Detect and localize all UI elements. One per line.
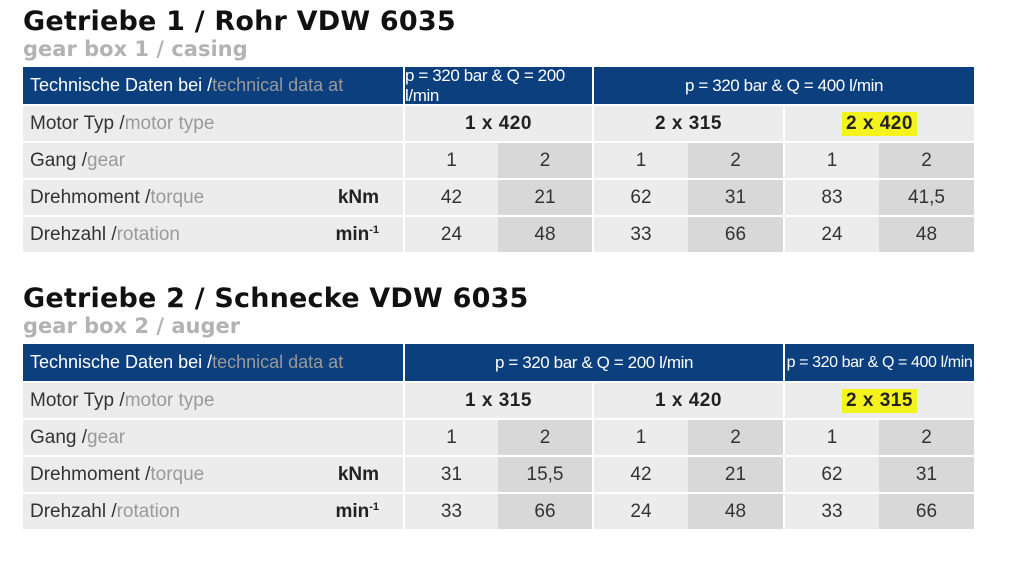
torque-unit: kNm bbox=[313, 457, 403, 492]
torque-value: 21 bbox=[688, 457, 783, 492]
torque-label: Drehmoment / torque bbox=[23, 457, 313, 492]
header-label: Technische Daten bei / technical data at bbox=[23, 344, 403, 381]
gear-value: 2 bbox=[879, 143, 974, 178]
rotation-value: 66 bbox=[879, 494, 974, 529]
rotation-value: 33 bbox=[405, 494, 498, 529]
torque-value: 42 bbox=[405, 180, 498, 215]
torque-value: 62 bbox=[594, 180, 688, 215]
rotation-label: Drehzahl / rotation bbox=[23, 217, 313, 252]
torque-value: 41,5 bbox=[879, 180, 974, 215]
spec-table: Technische Daten bei / technical data at… bbox=[23, 66, 974, 254]
rotation-unit: min -1 bbox=[313, 217, 403, 252]
torque-value: 31 bbox=[405, 457, 498, 492]
motor-type-label: Motor Typ / motor type bbox=[23, 106, 403, 141]
rotation-value: 24 bbox=[405, 217, 498, 252]
gear-value: 1 bbox=[405, 143, 498, 178]
torque-value: 15,5 bbox=[498, 457, 592, 492]
motor-type-value-highlighted: 2 x 315 bbox=[785, 383, 974, 418]
rotation-value: 48 bbox=[688, 494, 783, 529]
gear-label: Gang / gear bbox=[23, 420, 403, 455]
rotation-value: 48 bbox=[498, 217, 592, 252]
rotation-unit: min -1 bbox=[313, 494, 403, 529]
torque-value: 42 bbox=[594, 457, 688, 492]
rotation-value: 33 bbox=[785, 494, 879, 529]
rotation-value: 24 bbox=[785, 217, 879, 252]
header-label: Technische Daten bei / technical data at bbox=[23, 67, 403, 104]
gear-label: Gang / gear bbox=[23, 143, 403, 178]
section-title: Getriebe 2 / Schnecke VDW 6035 bbox=[23, 283, 529, 314]
condition-header-400: p = 320 bar & Q = 400 l/min bbox=[785, 344, 974, 381]
motor-type-value: 2 x 315 bbox=[594, 106, 783, 141]
spec-table: Technische Daten bei / technical data at… bbox=[23, 344, 974, 531]
section-subtitle: gear box 2 / auger bbox=[23, 314, 241, 338]
gear-value: 1 bbox=[594, 143, 688, 178]
gear-value: 2 bbox=[688, 420, 783, 455]
torque-value: 31 bbox=[879, 457, 974, 492]
section-subtitle: gear box 1 / casing bbox=[23, 37, 248, 61]
condition-header-200: p = 320 bar & Q = 200 l/min bbox=[405, 66, 592, 105]
gear-value: 2 bbox=[688, 143, 783, 178]
torque-value: 62 bbox=[785, 457, 879, 492]
torque-label: Drehmoment / torque bbox=[23, 180, 313, 215]
rotation-label: Drehzahl / rotation bbox=[23, 494, 313, 529]
gear-value: 2 bbox=[498, 143, 592, 178]
gear-value: 1 bbox=[594, 420, 688, 455]
rotation-value: 24 bbox=[594, 494, 688, 529]
rotation-value: 48 bbox=[879, 217, 974, 252]
gear-value: 1 bbox=[405, 420, 498, 455]
torque-value: 31 bbox=[688, 180, 783, 215]
motor-type-value: 1 x 315 bbox=[405, 383, 592, 418]
torque-value: 83 bbox=[785, 180, 879, 215]
gear-value: 1 bbox=[785, 420, 879, 455]
gearbox-1-section: Getriebe 1 / Rohr VDW 6035 gear box 1 / … bbox=[23, 6, 974, 254]
rotation-value: 66 bbox=[688, 217, 783, 252]
gear-value: 1 bbox=[785, 143, 879, 178]
condition-header-200: p = 320 bar & Q = 200 l/min bbox=[405, 344, 783, 381]
motor-type-value: 1 x 420 bbox=[594, 383, 783, 418]
motor-type-value: 1 x 420 bbox=[405, 106, 592, 141]
motor-type-value-highlighted: 2 x 420 bbox=[785, 106, 974, 141]
rotation-value: 33 bbox=[594, 217, 688, 252]
torque-unit: kNm bbox=[313, 180, 403, 215]
condition-header-400: p = 320 bar & Q = 400 l/min bbox=[594, 67, 974, 104]
gear-value: 2 bbox=[498, 420, 592, 455]
gear-value: 2 bbox=[879, 420, 974, 455]
gearbox-2-section: Getriebe 2 / Schnecke VDW 6035 gear box … bbox=[23, 283, 974, 531]
section-title: Getriebe 1 / Rohr VDW 6035 bbox=[23, 6, 456, 37]
rotation-value: 66 bbox=[498, 494, 592, 529]
motor-type-label: Motor Typ / motor type bbox=[23, 383, 403, 418]
torque-value: 21 bbox=[498, 180, 592, 215]
